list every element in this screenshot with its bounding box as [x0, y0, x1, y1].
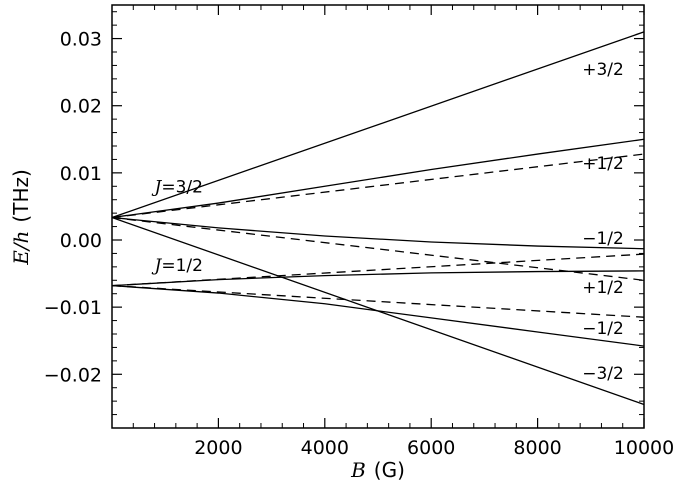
- series-line-9: [111, 285, 645, 318]
- y-tick-label: 0.02: [60, 96, 102, 118]
- mj-label: −1/2: [582, 229, 624, 249]
- level-label: J=1/2: [152, 256, 203, 276]
- y-axis-label: E/h(THz): [9, 169, 33, 266]
- x-axis-label: B (G): [350, 458, 405, 482]
- y-tick-label: 0.03: [60, 29, 102, 51]
- level-label-symbol: J: [152, 256, 163, 276]
- series-line-10: [111, 285, 645, 347]
- series-line-1: [111, 31, 645, 219]
- mj-label: +1/2: [582, 278, 624, 298]
- mj-label: −1/2: [582, 319, 624, 339]
- y-tick-label: −0.01: [44, 297, 102, 319]
- annotations: +3/2+1/2−1/2+1/2−1/2−3/2J=3/2J=1/2: [152, 60, 624, 384]
- level-label-value: =3/2: [161, 177, 203, 197]
- mj-label: −3/2: [582, 364, 624, 384]
- mj-label: +3/2: [582, 60, 624, 80]
- level-label: J=3/2: [152, 177, 203, 197]
- x-tick-label: 2000: [194, 437, 242, 459]
- ticks: [112, 5, 645, 428]
- y-tick-label: 0.00: [60, 230, 102, 252]
- y-tick-label: 0.01: [60, 163, 102, 185]
- series-line-4: [111, 216, 645, 250]
- x-tick-label: 8000: [513, 437, 561, 459]
- series: [111, 31, 645, 406]
- x-tick-label: 4000: [301, 437, 349, 459]
- level-label-symbol: J: [152, 177, 163, 197]
- series-line-2: [111, 138, 645, 219]
- plot-frame: [111, 4, 645, 429]
- x-tick-label: 6000: [407, 437, 455, 459]
- level-label-value: =1/2: [161, 256, 203, 276]
- y-tick-label: −0.02: [44, 364, 102, 386]
- x-tick-label: 10000: [614, 437, 674, 459]
- series-line-8: [111, 270, 645, 287]
- tick-labels: 2000 4000 6000 8000 10000 0.03 0.02 0.01 0.00 −0.…: [44, 29, 674, 459]
- mj-label: +1/2: [582, 154, 624, 174]
